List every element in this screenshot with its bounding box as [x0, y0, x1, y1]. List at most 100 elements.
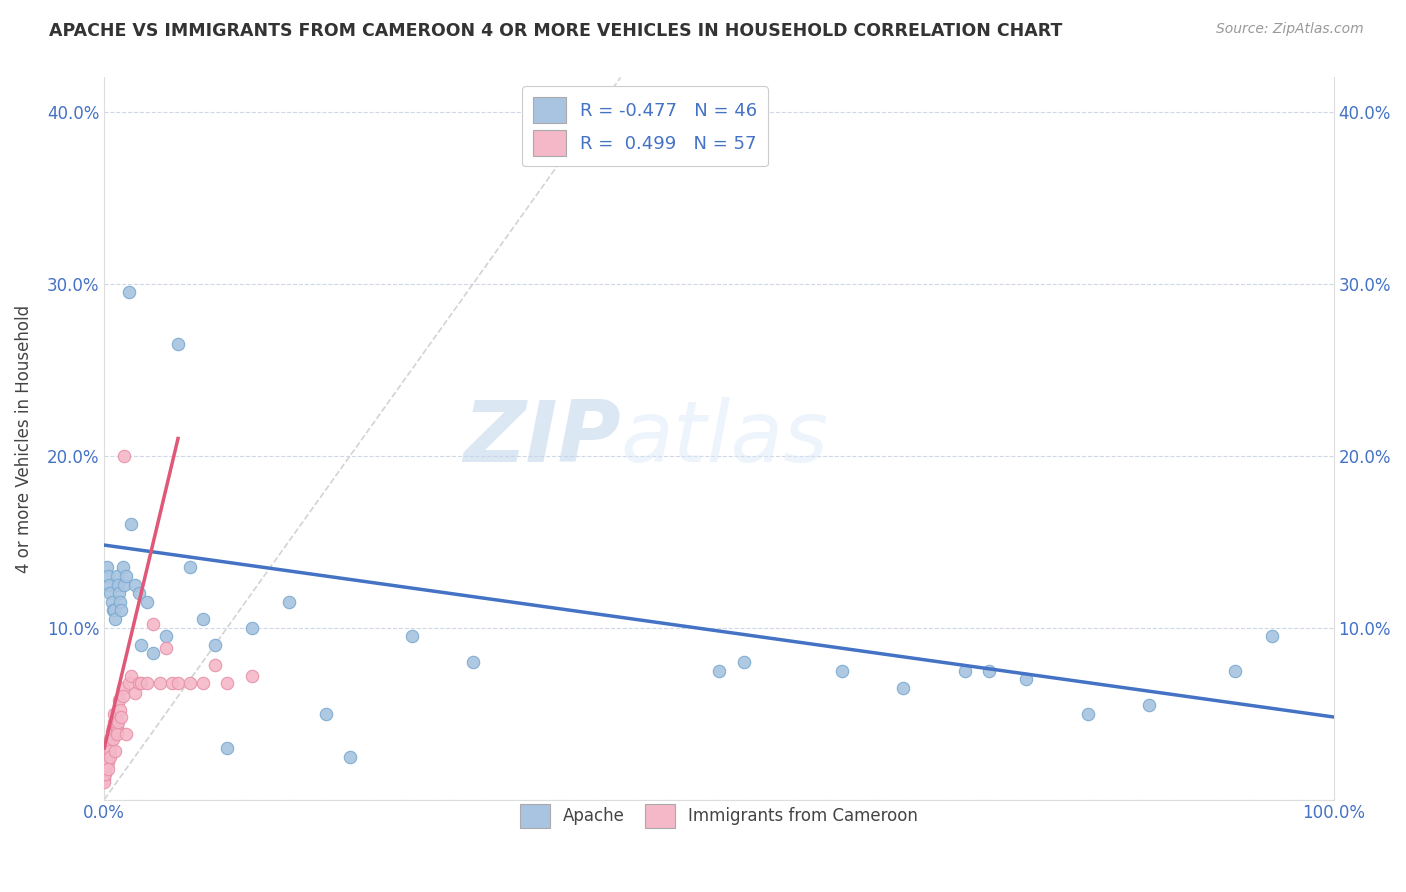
Point — [733, 655, 755, 669]
Point — [103, 706, 125, 721]
Point — [100, 723, 122, 738]
Point — [111, 681, 134, 695]
Point — [461, 655, 484, 669]
Point — [204, 638, 226, 652]
Point — [93, 758, 115, 772]
Point — [120, 517, 142, 532]
Point — [97, 744, 120, 758]
Point — [104, 744, 127, 758]
Point — [107, 577, 129, 591]
Point — [142, 646, 165, 660]
Point — [101, 720, 124, 734]
Text: ZIP: ZIP — [463, 397, 620, 480]
Point — [94, 766, 117, 780]
Point — [111, 690, 134, 704]
Point — [96, 758, 118, 772]
Point — [100, 595, 122, 609]
Point — [1077, 706, 1099, 721]
Point — [97, 762, 120, 776]
Point — [277, 595, 299, 609]
Point — [98, 577, 121, 591]
Point — [97, 569, 120, 583]
Point — [115, 727, 138, 741]
Point — [100, 727, 122, 741]
Point — [204, 658, 226, 673]
Point — [148, 675, 170, 690]
Point — [101, 732, 124, 747]
Point — [94, 762, 117, 776]
Point — [118, 675, 141, 690]
Point — [155, 629, 177, 643]
Point — [1261, 629, 1284, 643]
Text: APACHE VS IMMIGRANTS FROM CAMEROON 4 OR MORE VEHICLES IN HOUSEHOLD CORRELATION C: APACHE VS IMMIGRANTS FROM CAMEROON 4 OR … — [49, 22, 1063, 40]
Point — [112, 449, 135, 463]
Point — [94, 755, 117, 769]
Point — [179, 675, 201, 690]
Point — [93, 762, 115, 776]
Point — [110, 703, 132, 717]
Point — [115, 569, 138, 583]
Point — [105, 727, 128, 741]
Point — [240, 669, 263, 683]
Point — [100, 732, 122, 747]
Point — [103, 715, 125, 730]
Point — [155, 641, 177, 656]
Point — [96, 749, 118, 764]
Point — [105, 723, 128, 738]
Point — [110, 710, 132, 724]
Point — [240, 621, 263, 635]
Point — [120, 669, 142, 683]
Point — [94, 758, 117, 772]
Point — [110, 603, 132, 617]
Point — [105, 569, 128, 583]
Point — [129, 638, 152, 652]
Point — [707, 664, 730, 678]
Point — [128, 586, 150, 600]
Point — [136, 675, 159, 690]
Point — [339, 749, 361, 764]
Point — [108, 586, 131, 600]
Point — [891, 681, 914, 695]
Y-axis label: 4 or more Vehicles in Household: 4 or more Vehicles in Household — [15, 304, 32, 573]
Legend: Apache, Immigrants from Cameroon: Apache, Immigrants from Cameroon — [513, 797, 925, 835]
Point — [167, 337, 190, 351]
Point — [124, 686, 146, 700]
Point — [110, 595, 132, 609]
Point — [1225, 664, 1247, 678]
Point — [401, 629, 423, 643]
Point — [93, 772, 115, 786]
Point — [1137, 698, 1160, 712]
Point — [142, 617, 165, 632]
Point — [136, 595, 159, 609]
Point — [953, 664, 976, 678]
Point — [128, 675, 150, 690]
Point — [100, 586, 122, 600]
Point — [112, 577, 135, 591]
Point — [105, 720, 128, 734]
Text: atlas: atlas — [620, 397, 828, 480]
Point — [111, 560, 134, 574]
Point — [979, 664, 1001, 678]
Point — [100, 744, 122, 758]
Point — [100, 749, 122, 764]
Point — [129, 675, 152, 690]
Point — [98, 741, 121, 756]
Point — [93, 775, 115, 789]
Point — [108, 693, 131, 707]
Point — [103, 603, 125, 617]
Point — [93, 766, 115, 780]
Point — [217, 741, 239, 756]
Point — [831, 664, 853, 678]
Point — [104, 612, 127, 626]
Point — [101, 727, 124, 741]
Point — [315, 706, 337, 721]
Point — [107, 715, 129, 730]
Point — [191, 675, 214, 690]
Point — [118, 285, 141, 300]
Point — [97, 749, 120, 764]
Point — [160, 675, 183, 690]
Point — [97, 755, 120, 769]
Point — [96, 755, 118, 769]
Text: Source: ZipAtlas.com: Source: ZipAtlas.com — [1216, 22, 1364, 37]
Point — [101, 603, 124, 617]
